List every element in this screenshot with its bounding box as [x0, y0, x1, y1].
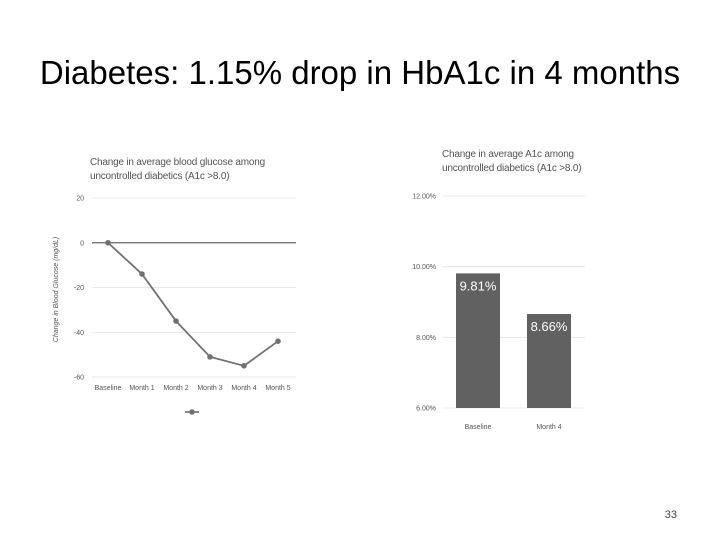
y-tick-label: 8.00%: [416, 335, 436, 342]
x-tick-label: Month 2: [163, 385, 188, 392]
slide-number: 33: [664, 509, 677, 521]
x-tick-label: Month 4: [536, 424, 561, 431]
data-point: [139, 271, 145, 277]
x-tick-label: Month 1: [129, 385, 154, 392]
x-tick-label: Month 5: [265, 385, 290, 392]
glucose-chart-title: Change in average blood glucose among un…: [90, 157, 265, 182]
x-tick-label: Month 3: [197, 385, 222, 392]
data-label: 9.81%: [460, 278, 497, 293]
y-axis-label: Change in Blood Glucose (mg/dL): [53, 237, 60, 342]
x-tick-label: Month 4: [231, 385, 256, 392]
bar: [456, 273, 500, 408]
x-tick-label: Baseline: [95, 385, 122, 392]
legend-marker: [189, 409, 195, 415]
y-tick-label: 6.00%: [416, 406, 436, 413]
data-point: [173, 318, 179, 324]
series-line: [107, 242, 279, 367]
y-tick-label: -60: [74, 375, 84, 382]
bar: [527, 314, 571, 408]
data-point: [207, 354, 213, 360]
y-tick-label: -20: [74, 285, 84, 292]
data-point: [241, 363, 247, 369]
y-tick-label: -40: [74, 330, 84, 337]
data-label: 8.66%: [531, 319, 568, 334]
y-tick-label: 12.00%: [412, 194, 436, 201]
y-tick-label: 20: [76, 196, 84, 203]
a1c-chart-title: Change in average A1c among uncontrolled…: [442, 149, 582, 174]
data-point: [275, 338, 281, 345]
x-tick-label: Baseline: [465, 424, 492, 431]
data-point: [105, 239, 111, 246]
y-tick-label: 0: [80, 240, 84, 247]
y-tick-label: 10.00%: [412, 264, 436, 271]
slide-title: Diabetes: 1.15% drop in HbA1c in 4 month…: [39, 54, 681, 91]
